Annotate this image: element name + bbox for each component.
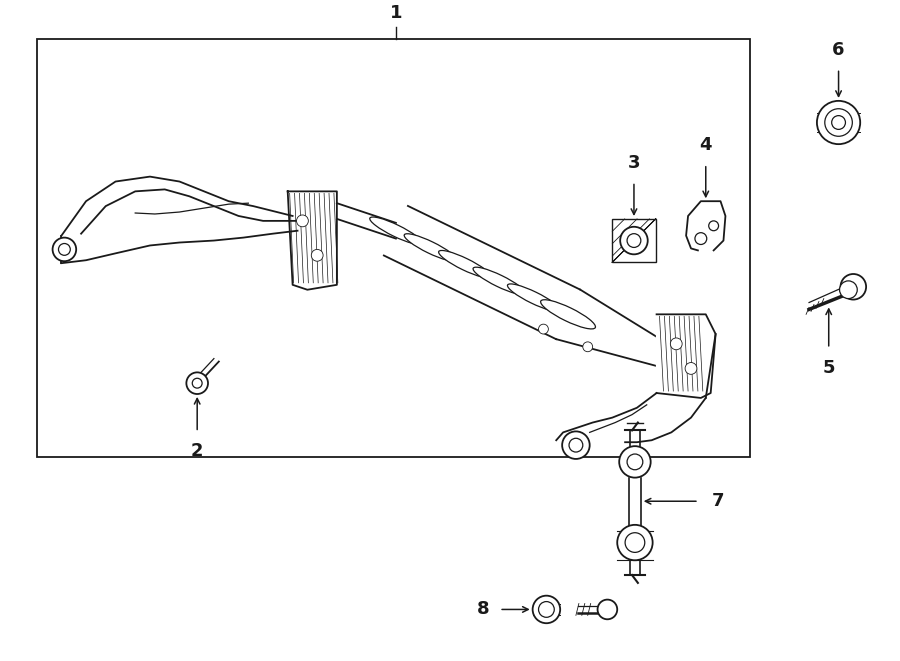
Circle shape (562, 432, 590, 459)
Circle shape (840, 281, 858, 299)
Circle shape (569, 438, 583, 452)
Circle shape (311, 249, 323, 261)
Circle shape (832, 116, 845, 130)
Circle shape (685, 362, 697, 374)
Polygon shape (657, 315, 716, 398)
Circle shape (538, 602, 554, 617)
Bar (612, 219, 655, 262)
Polygon shape (288, 192, 337, 290)
Text: 8: 8 (477, 600, 490, 619)
Circle shape (824, 108, 852, 136)
Bar (37, 39, 750, 457)
Circle shape (841, 274, 866, 299)
Circle shape (538, 324, 548, 334)
Circle shape (627, 454, 643, 470)
Text: 1: 1 (390, 4, 402, 22)
Text: 2: 2 (191, 442, 203, 460)
Ellipse shape (541, 299, 596, 329)
Circle shape (296, 215, 309, 227)
Circle shape (695, 233, 707, 245)
Text: 5: 5 (823, 359, 835, 377)
Circle shape (626, 533, 644, 553)
Ellipse shape (473, 267, 526, 295)
Ellipse shape (404, 234, 456, 261)
Text: 6: 6 (832, 40, 845, 59)
Ellipse shape (370, 217, 422, 245)
Circle shape (620, 227, 648, 254)
Circle shape (193, 378, 202, 388)
Circle shape (708, 221, 718, 231)
Ellipse shape (508, 284, 560, 311)
Circle shape (619, 446, 651, 478)
Ellipse shape (438, 251, 491, 278)
Circle shape (186, 372, 208, 394)
Ellipse shape (542, 301, 594, 328)
Polygon shape (686, 201, 725, 251)
Circle shape (533, 596, 560, 623)
Circle shape (598, 600, 617, 619)
Circle shape (670, 338, 682, 350)
Text: 4: 4 (699, 136, 712, 154)
Circle shape (617, 525, 652, 561)
Circle shape (58, 243, 70, 255)
Circle shape (583, 342, 592, 352)
Circle shape (817, 101, 860, 144)
Circle shape (52, 237, 76, 261)
Circle shape (627, 234, 641, 247)
Text: 3: 3 (627, 154, 640, 172)
Text: 7: 7 (712, 492, 724, 510)
